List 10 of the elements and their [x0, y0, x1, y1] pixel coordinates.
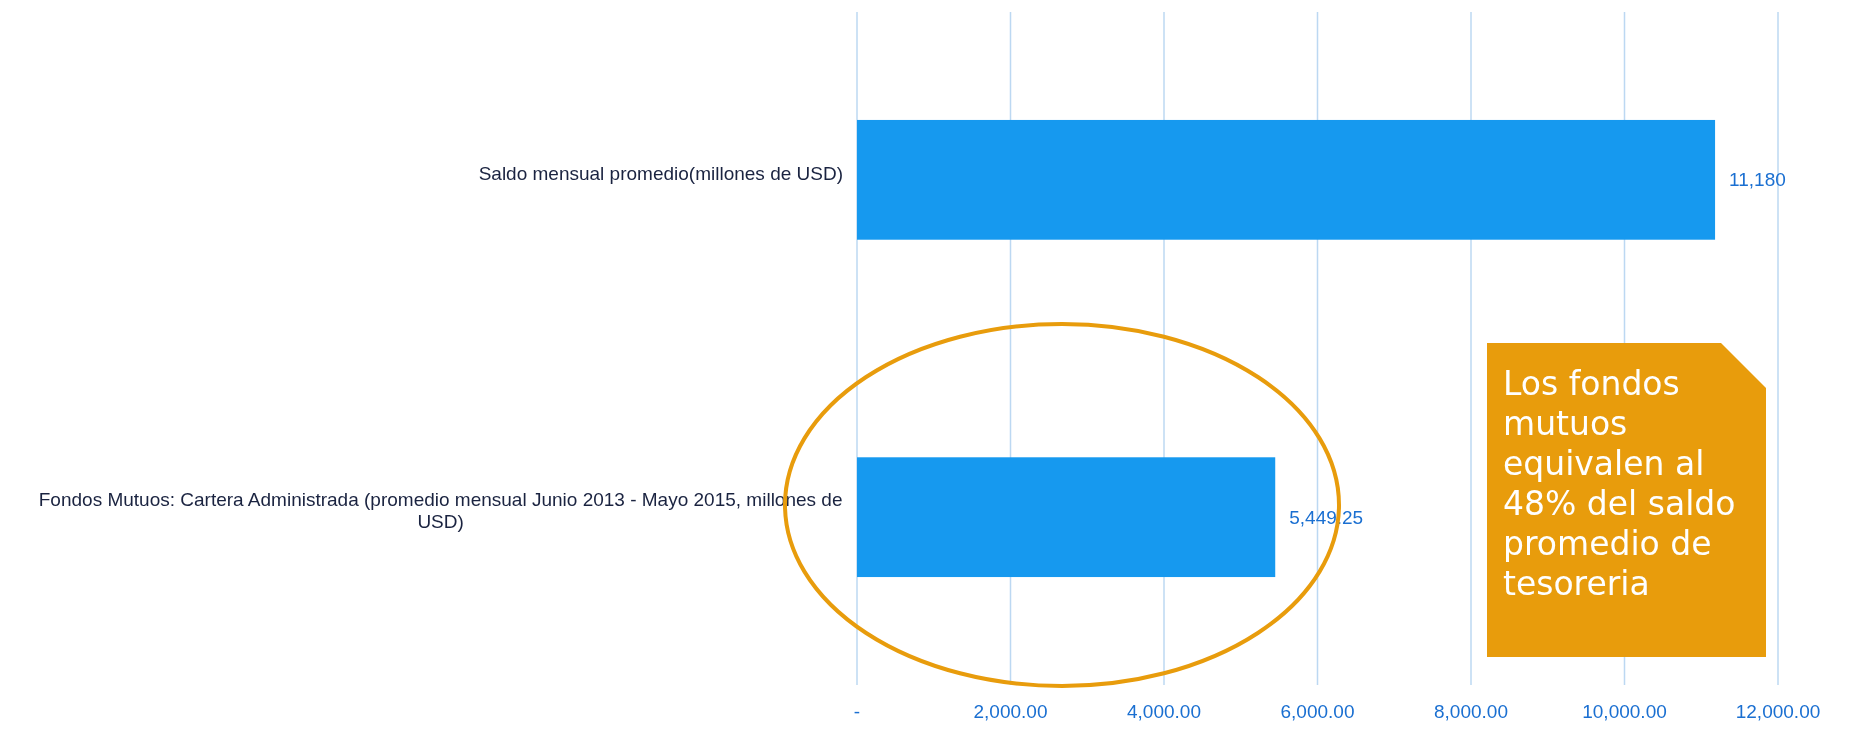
x-tick-label: 10,000.00: [1582, 701, 1667, 722]
x-tick-label: 6,000.00: [1280, 701, 1355, 722]
data-label: 11,180: [1729, 169, 1786, 191]
x-tick-label: 12,000.00: [1735, 701, 1821, 722]
y-tick-label: Saldo mensual promedio(millones de USD): [478, 162, 844, 184]
annotation: Los fondos mutuos equivalen al 48% del saldo promedio de tesoreria: [1503, 364, 1736, 603]
x-tick-label: 2,000.00: [973, 701, 1048, 722]
x-tick-label: -: [853, 701, 861, 722]
x-tick-label: 4,000.00: [1127, 701, 1201, 722]
x-tick-label: 8,000.00: [1434, 701, 1508, 722]
